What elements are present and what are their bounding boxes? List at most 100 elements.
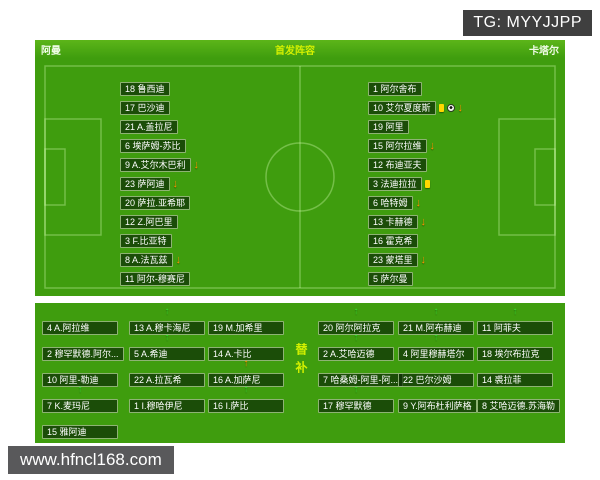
player-chip[interactable]: 21 A.盖拉尼 bbox=[120, 120, 178, 134]
player-chip[interactable]: 20 萨拉.亚希耶 bbox=[120, 196, 191, 210]
lineup-header: 阿曼 首发阵容 卡塔尔 bbox=[35, 40, 565, 58]
goal-ball-icon bbox=[446, 104, 455, 112]
player-chip[interactable]: 15 雅阿迪 bbox=[42, 425, 118, 439]
away-lineup-list: 1 阿尔舍布 10 艾尔夏度斯 ↓ 19 阿里 15 阿尔拉维 ↓ 12 布迪亚夫 3 法迪拉… bbox=[368, 82, 463, 286]
sub-player-cell: ↑ 5 A.希迪 bbox=[129, 333, 205, 362]
player-chip[interactable]: 16 A.加萨尼 bbox=[208, 373, 284, 387]
sub-off-arrow-icon: ↓ bbox=[172, 177, 179, 190]
player-chip[interactable]: 12 布迪亚夫 bbox=[368, 158, 427, 172]
player-chip[interactable]: 18 埃尔布拉克 bbox=[477, 347, 553, 361]
player-chip[interactable]: 9 Y.阿布杜利萨格 bbox=[398, 399, 477, 413]
lineup-row: 6 哈特姆 ↓ bbox=[368, 196, 421, 210]
player-chip[interactable]: 8 A.法瓦兹 bbox=[120, 253, 173, 267]
player-chip[interactable]: 11 阿菲夫 bbox=[477, 321, 553, 335]
sub-player-cell: ↑ 4 阿里穆赫塔尔 bbox=[398, 333, 474, 362]
player-chip[interactable]: 4 阿里穆赫塔尔 bbox=[398, 347, 474, 361]
sub-on-arrow-icon: ↑ bbox=[353, 306, 359, 317]
sub-on-arrow-icon: ↑ bbox=[433, 332, 439, 343]
player-chip[interactable]: 2 穆罕默德.阿尔... bbox=[42, 347, 124, 361]
pitch-markings-icon bbox=[44, 65, 556, 289]
player-chip[interactable]: 23 蒙塔里 bbox=[368, 253, 418, 267]
lineup-row: 23 蒙塔里 ↓ bbox=[368, 253, 426, 267]
sub-player-cell: ↑ 16 A.加萨尼 bbox=[208, 359, 284, 388]
player-chip[interactable]: 18 鲁西迪 bbox=[120, 82, 170, 96]
player-chip[interactable]: 6 埃萨姆-苏比 bbox=[120, 139, 186, 153]
player-chip[interactable]: 20 阿尔阿拉克 bbox=[318, 321, 394, 335]
lineup-row: 8 A.法瓦兹 ↓ bbox=[120, 253, 181, 267]
player-chip[interactable]: 7 哈桑姆-阿里-阿... bbox=[318, 373, 404, 387]
player-chip[interactable]: 7 K.麦玛尼 bbox=[42, 399, 118, 413]
player-chip[interactable]: 3 F.比亚特 bbox=[120, 234, 172, 248]
player-chip[interactable]: 14 A.卡比 bbox=[208, 347, 284, 361]
player-chip[interactable]: 6 哈特姆 bbox=[368, 196, 413, 210]
player-chip[interactable]: 9 A.艾尔木巴利 bbox=[120, 158, 191, 172]
sub-off-arrow-icon: ↓ bbox=[193, 158, 200, 171]
sub-on-arrow-icon: ↑ bbox=[164, 332, 170, 343]
lineup-row: 3 法迪拉拉 bbox=[368, 177, 430, 191]
player-chip[interactable]: 13 A.穆卡海尼 bbox=[129, 321, 205, 335]
player-chip[interactable]: 17 穆罕默德 bbox=[318, 399, 394, 413]
sub-player-cell: ↑ 13 A.穆卡海尼 bbox=[129, 307, 205, 336]
player-chip[interactable]: 16 霍克希 bbox=[368, 234, 418, 248]
player-chip[interactable]: 1 阿尔舍布 bbox=[368, 82, 422, 96]
sub-player-cell: 18 埃尔布拉克 bbox=[477, 344, 553, 362]
lineup-row: 1 阿尔舍布 bbox=[368, 82, 422, 96]
sub-player-cell: 22 巴尔沙姆 bbox=[398, 370, 474, 388]
player-chip[interactable]: 19 阿里 bbox=[368, 120, 409, 134]
player-chip[interactable]: 5 萨尔曼 bbox=[368, 272, 413, 286]
sub-on-arrow-icon: ↑ bbox=[77, 384, 83, 395]
sub-on-arrow-icon: ↑ bbox=[512, 306, 518, 317]
yellow-card-icon bbox=[424, 180, 430, 188]
player-chip[interactable]: 4 A.阿拉维 bbox=[42, 321, 118, 335]
player-chip[interactable]: 17 巴沙迪 bbox=[120, 101, 170, 115]
sub-player-cell: 10 阿里-勒迪 bbox=[42, 370, 118, 388]
sub-player-cell: 14 裘拉菲 bbox=[477, 370, 553, 388]
player-chip[interactable]: 12 Z.阿巴里 bbox=[120, 215, 178, 229]
lineup-row: 19 阿里 bbox=[368, 120, 409, 134]
sub-off-arrow-icon: ↓ bbox=[420, 215, 427, 228]
lineup-row: 5 萨尔曼 bbox=[368, 272, 413, 286]
substitutes-panel: 4 A.阿拉维 ↑ 13 A.穆卡海尼 19 M.加希里 2 穆罕默德.阿尔... ↑ 5 … bbox=[35, 303, 565, 443]
sub-player-cell: 15 雅阿迪 bbox=[42, 422, 118, 440]
lineup-row: 20 萨拉.亚希耶 bbox=[120, 196, 191, 210]
player-chip[interactable]: 3 法迪拉拉 bbox=[368, 177, 422, 191]
player-chip[interactable]: 19 M.加希里 bbox=[208, 321, 284, 335]
sub-on-arrow-icon: ↑ bbox=[164, 306, 170, 317]
sub-on-arrow-icon: ↑ bbox=[433, 306, 439, 317]
player-chip[interactable]: 11 阿尔-穆赛尼 bbox=[120, 272, 190, 286]
player-chip[interactable]: 10 艾尔夏度斯 bbox=[368, 101, 436, 115]
sub-player-cell: ↑ 11 阿菲夫 bbox=[477, 307, 553, 336]
match-board: 阿曼 首发阵容 卡塔尔 18 鲁西迪 17 巴沙迪 21 A.盖拉尼 6 埃萨姆-苏比… bbox=[35, 40, 565, 296]
player-chip[interactable]: 15 阿尔拉维 bbox=[368, 139, 427, 153]
player-chip[interactable]: 10 阿里-勒迪 bbox=[42, 373, 118, 387]
player-chip[interactable]: 21 M.阿布赫迪 bbox=[398, 321, 474, 335]
player-chip[interactable]: 1 I.穆哈伊尼 bbox=[129, 399, 205, 413]
page-title: 首发阵容 bbox=[275, 45, 315, 57]
sub-off-arrow-icon: ↓ bbox=[429, 139, 436, 152]
sub-player-cell: 4 A.阿拉维 bbox=[42, 318, 118, 336]
player-chip[interactable]: 2 A.艾哈迈德 bbox=[318, 347, 394, 361]
sub-player-cell: ↑ 2 A.艾哈迈德 bbox=[318, 333, 394, 362]
player-chip[interactable]: 8 艾哈迈德.苏海勒 bbox=[477, 399, 561, 413]
player-chip[interactable]: 16 I.萨比 bbox=[208, 399, 284, 413]
sub-player-cell: 9 Y.阿布杜利萨格 bbox=[398, 396, 477, 414]
sub-player-cell: 22 A.拉瓦希 bbox=[129, 370, 205, 388]
player-chip[interactable]: 5 A.希迪 bbox=[129, 347, 205, 361]
player-chip[interactable]: 22 A.拉瓦希 bbox=[129, 373, 205, 387]
player-chip[interactable]: 14 裘拉菲 bbox=[477, 373, 553, 387]
sub-player-cell: 2 穆罕默德.阿尔... bbox=[42, 344, 124, 362]
sub-off-arrow-icon: ↓ bbox=[415, 196, 422, 209]
lineup-row: 17 巴沙迪 bbox=[120, 101, 170, 115]
sub-player-cell: 1 I.穆哈伊尼 bbox=[129, 396, 205, 414]
player-chip[interactable]: 22 巴尔沙姆 bbox=[398, 373, 474, 387]
watermark-url: www.hfncl168.com bbox=[8, 446, 174, 474]
player-chip[interactable]: 23 萨阿迪 bbox=[120, 177, 170, 191]
lineup-row: 9 A.艾尔木巴利 ↓ bbox=[120, 158, 199, 172]
sub-player-cell: ↑ 20 阿尔阿拉克 bbox=[318, 307, 394, 336]
lineup-row: 10 艾尔夏度斯 ↓ bbox=[368, 101, 463, 115]
away-team-name: 卡塔尔 bbox=[529, 45, 559, 57]
lineup-row: 3 F.比亚特 bbox=[120, 234, 172, 248]
lineup-row: 23 萨阿迪 ↓ bbox=[120, 177, 178, 191]
player-chip[interactable]: 13 卡赫德 bbox=[368, 215, 418, 229]
